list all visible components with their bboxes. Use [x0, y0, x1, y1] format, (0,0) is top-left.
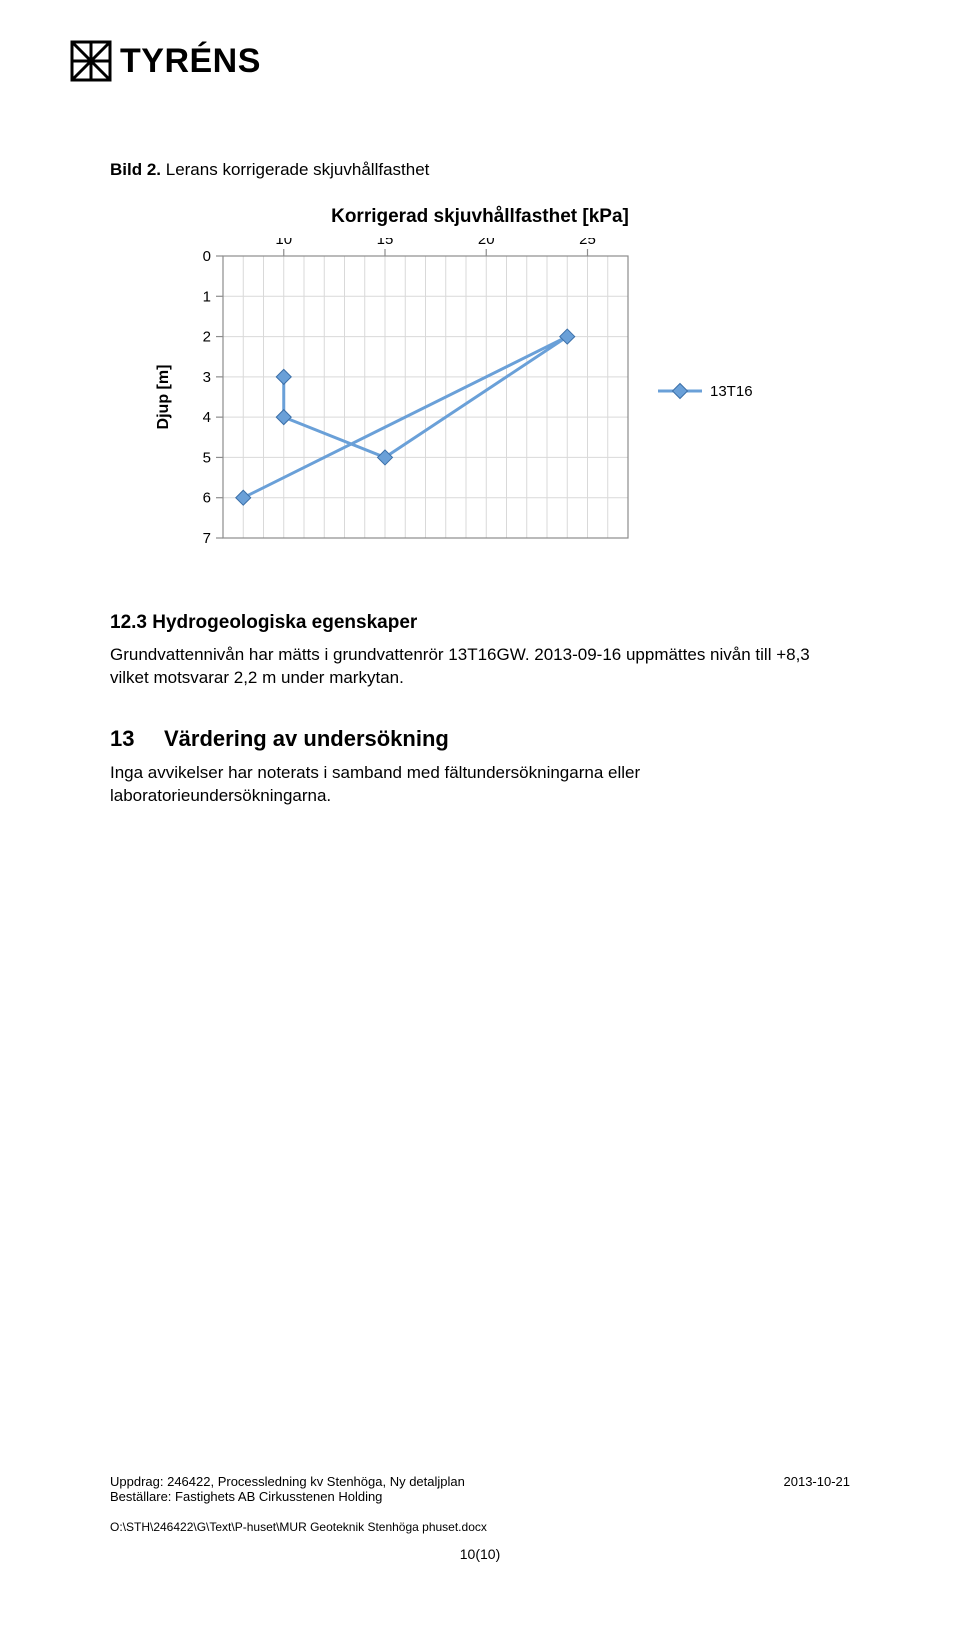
svg-text:15: 15	[377, 238, 394, 248]
svg-text:2: 2	[203, 329, 211, 346]
section-13-heading: 13Värdering av undersökning	[110, 726, 850, 752]
brand-logo: TYRÉNS	[70, 40, 261, 82]
svg-text:6: 6	[203, 490, 211, 507]
section-13-body: Inga avvikelser har noterats i samband m…	[110, 762, 850, 808]
section-12-3-body: Grundvattennivån har mätts i grundvatten…	[110, 644, 850, 690]
svg-text:7: 7	[203, 530, 211, 547]
svg-text:20: 20	[478, 238, 495, 248]
svg-text:5: 5	[203, 449, 211, 466]
footer-date: 2013-10-21	[784, 1474, 851, 1504]
brand-logo-text: TYRÉNS	[120, 42, 261, 81]
figure-caption-bold: Bild 2.	[110, 160, 161, 179]
footer-client: Beställare: Fastighets AB Cirkusstenen H…	[110, 1489, 465, 1504]
svg-text:0: 0	[203, 248, 211, 265]
chart: 10 15 20 25 0 1 2 3 4 5 6 7 Djup [m] 13T16	[138, 238, 778, 578]
svg-text:13T16: 13T16	[710, 383, 753, 400]
footer-page-number: 10(10)	[110, 1546, 850, 1562]
section-13-title: Värdering av undersökning	[164, 726, 449, 751]
page-footer: Uppdrag: 246422, Processledning kv Stenh…	[110, 1474, 850, 1562]
svg-text:Djup [m]: Djup [m]	[155, 365, 172, 430]
figure-caption: Bild 2. Lerans korrigerade skjuvhållfast…	[110, 160, 850, 180]
section-13-number: 13	[110, 726, 164, 752]
brand-logo-mark	[70, 40, 112, 82]
svg-text:4: 4	[203, 409, 211, 426]
svg-text:3: 3	[203, 369, 211, 386]
section-12-3-heading: 12.3 Hydrogeologiska egenskaper	[110, 612, 850, 634]
chart-svg: 10 15 20 25 0 1 2 3 4 5 6 7 Djup [m] 13T16	[138, 238, 778, 578]
chart-title: Korrigerad skjuvhållfasthet [kPa]	[110, 206, 850, 228]
figure-caption-rest: Lerans korrigerade skjuvhållfasthet	[161, 160, 429, 179]
svg-text:1: 1	[203, 288, 211, 305]
footer-filepath: O:\STH\246422\G\Text\P-huset\MUR Geotekn…	[110, 1520, 850, 1534]
svg-text:25: 25	[579, 238, 596, 248]
svg-text:10: 10	[275, 238, 292, 248]
footer-assignment: Uppdrag: 246422, Processledning kv Stenh…	[110, 1474, 465, 1489]
